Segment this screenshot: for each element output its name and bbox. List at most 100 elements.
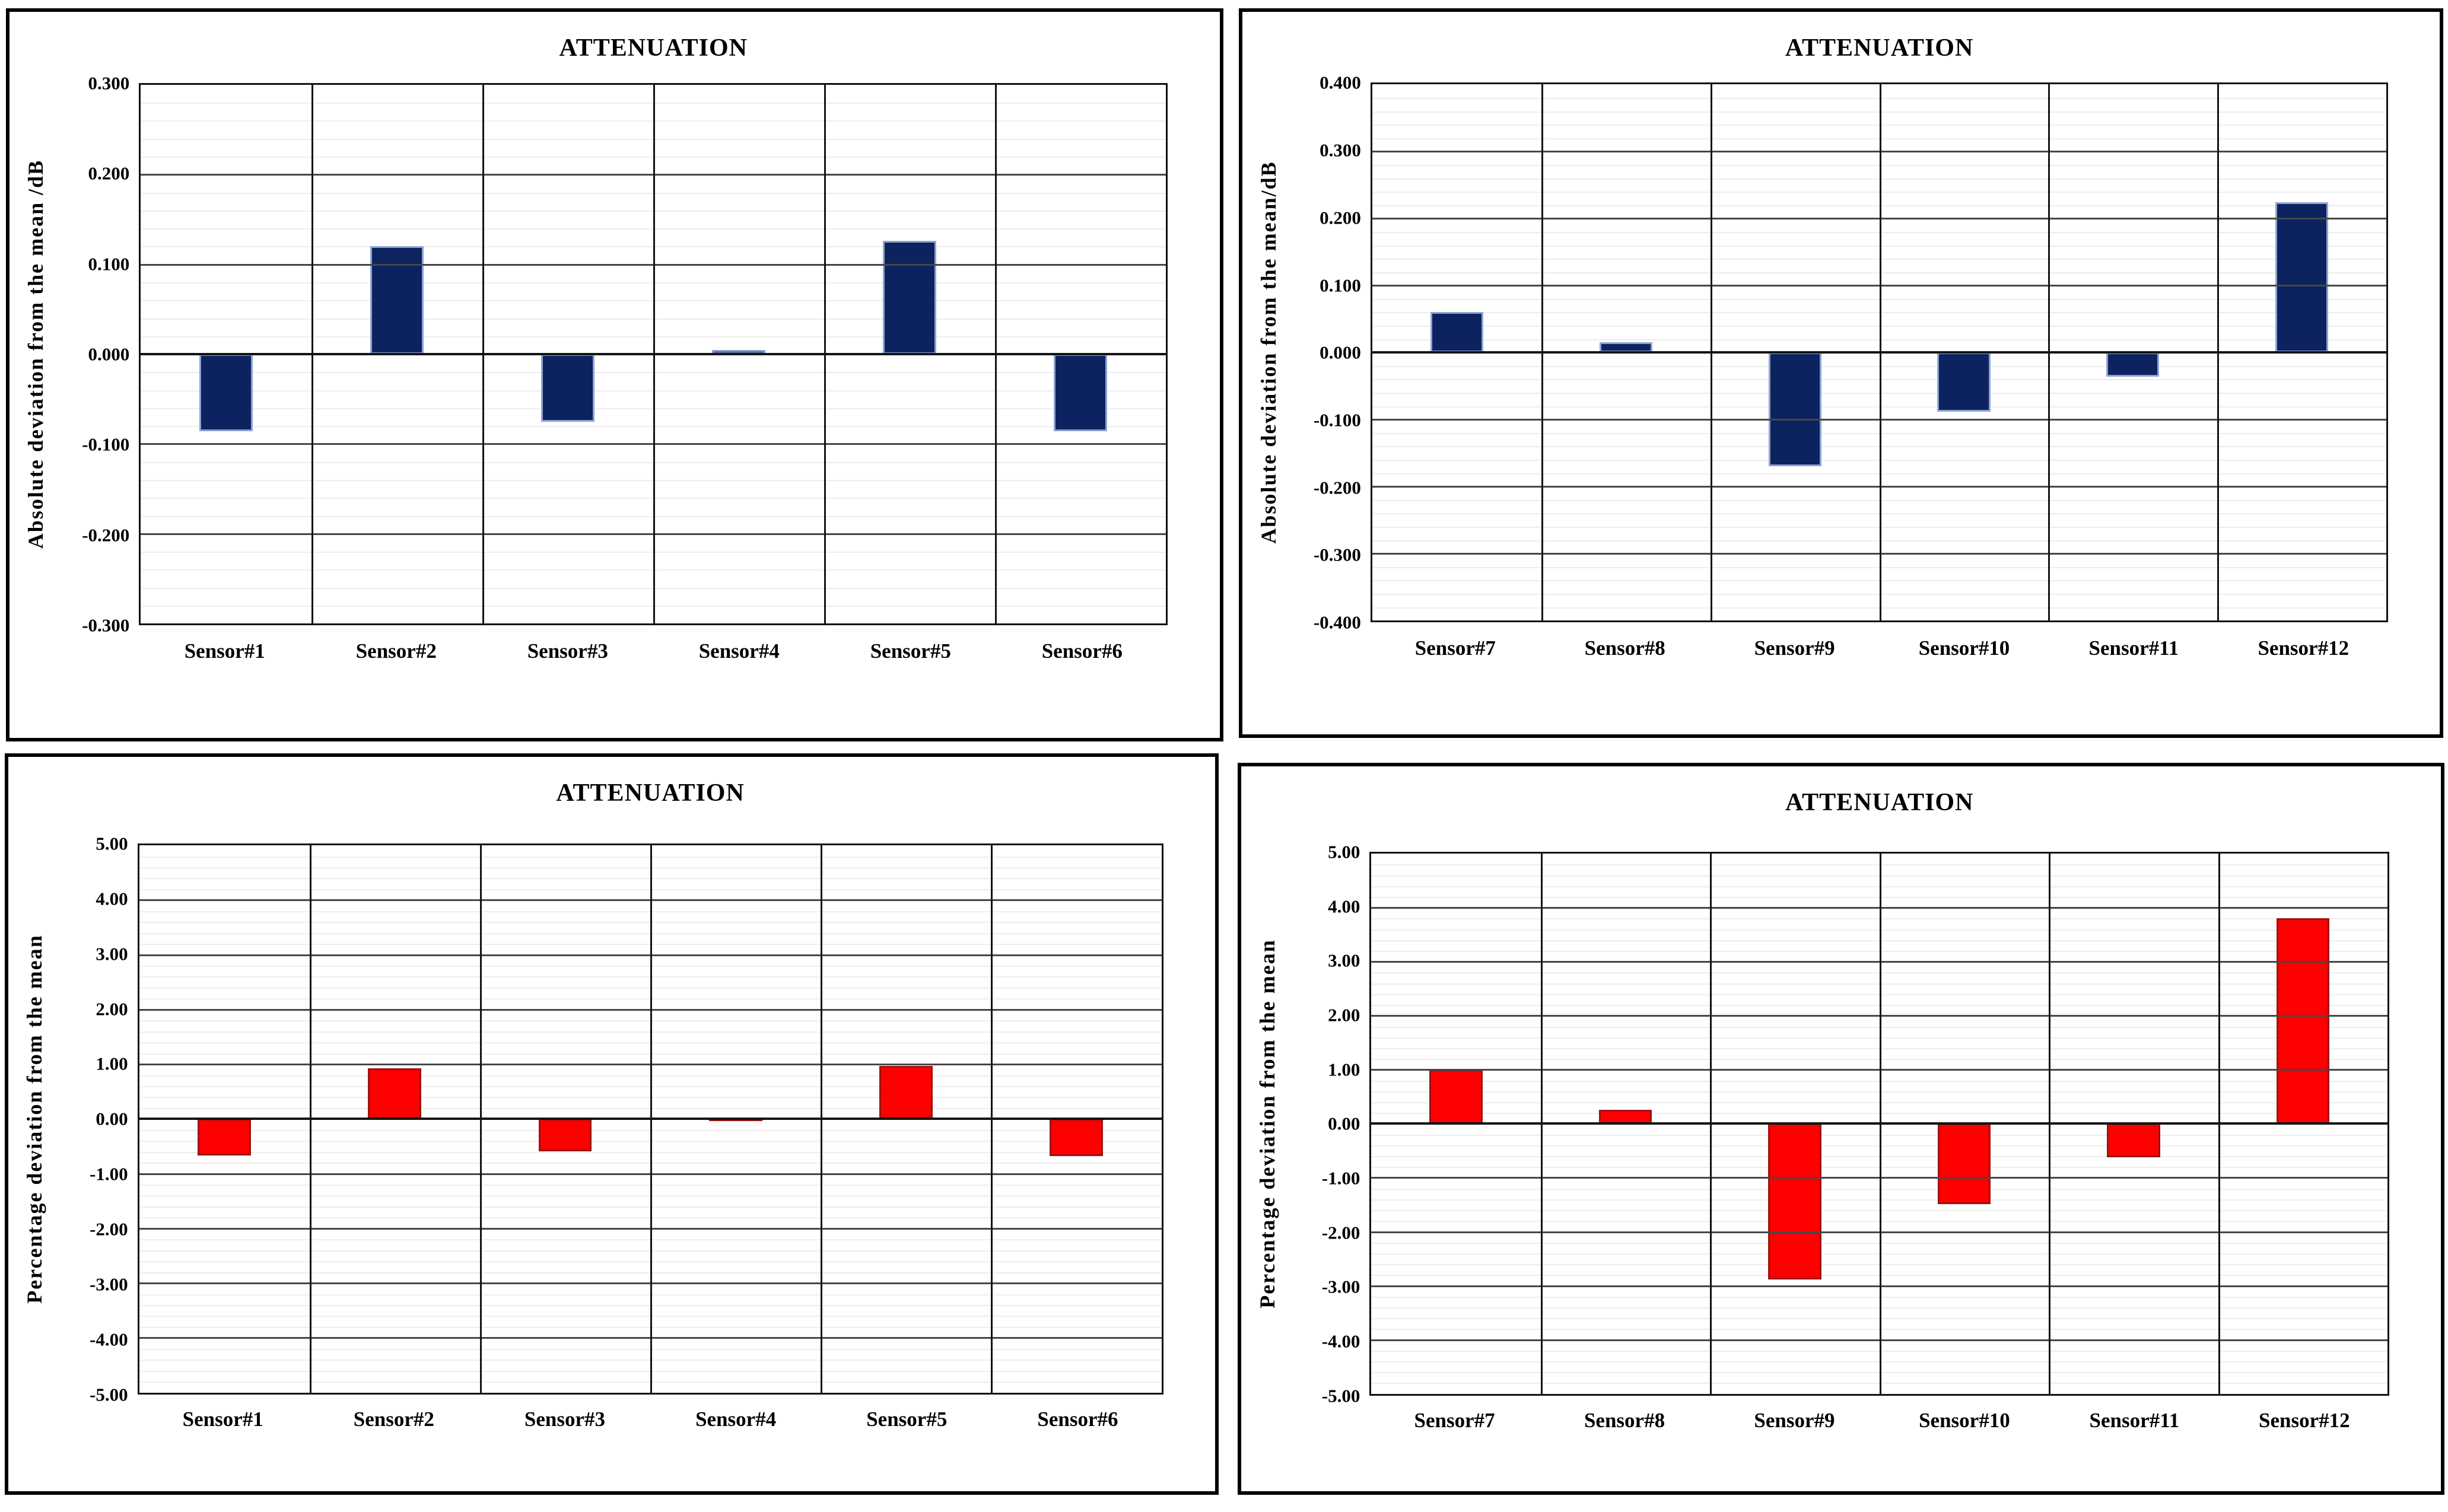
y-axis-tick-labels: 5.00 4.00 3.00 2.00 1.00 0.00 -1.00 -2.00 -3.00 -…	[1241, 843, 1369, 1405]
y-tick-label: -5.00	[1321, 1385, 1360, 1406]
x-axis-category-labels: Sensor#7 Sensor#8 Sensor#9 Sensor#10 Sensor#…	[1371, 638, 2388, 674]
y-tick-label: -4.00	[90, 1329, 128, 1350]
bar-sensor-11	[2106, 352, 2160, 377]
x-category-label: Sensor#3	[524, 1408, 606, 1431]
chart-title: ATTENUATION	[1785, 788, 1974, 816]
y-tick-label: -0.200	[82, 524, 130, 546]
x-category-label: Sensor#7	[1414, 636, 1496, 660]
x-category-label: Sensor#4	[695, 1408, 777, 1431]
bar-sensor-2	[370, 246, 424, 355]
y-tick-label: 1.00	[96, 1053, 128, 1074]
bar-sensor-7	[1429, 1069, 1483, 1124]
bar-sensor-10	[1937, 1123, 1991, 1205]
y-tick-label: 2.00	[96, 998, 128, 1020]
zero-axis-line	[141, 353, 1166, 356]
y-tick-label: -3.00	[1321, 1276, 1360, 1297]
x-category-label: Sensor#9	[1754, 636, 1835, 660]
x-category-label: Sensor#2	[353, 1408, 434, 1431]
chart-panel-absolute-deviation-sensors-7-12: ATTENUATION Absolute deviation from the …	[1239, 8, 2443, 738]
y-axis-tick-labels: 0.300 0.200 0.100 0.000 -0.100 -0.200 -0.300	[9, 74, 139, 634]
y-tick-label: -0.100	[1313, 409, 1361, 431]
y-tick-label: -0.400	[1313, 612, 1361, 633]
bar-sensor-3	[541, 354, 595, 422]
x-category-label: Sensor#6	[1041, 639, 1123, 663]
zero-axis-line	[139, 1118, 1162, 1121]
y-tick-label: -0.100	[82, 434, 130, 455]
x-category-label: Sensor#3	[527, 639, 608, 663]
y-tick-label: 0.00	[96, 1108, 128, 1129]
plot-area	[139, 82, 1168, 626]
y-axis-tick-labels: 5.00 4.00 3.00 2.00 1.00 0.00 -1.00 -2.00 -3.00 -…	[8, 835, 138, 1404]
y-tick-label: 4.00	[96, 888, 128, 909]
x-category-label: Sensor#6	[1037, 1408, 1118, 1431]
x-category-label: Sensor#5	[870, 639, 951, 663]
y-tick-label: 0.400	[1320, 72, 1361, 93]
bar-sensor-10	[1937, 352, 1991, 412]
y-tick-label: -1.00	[1321, 1167, 1360, 1189]
x-category-label: Sensor#8	[1584, 1409, 1665, 1433]
y-tick-label: 1.00	[1328, 1059, 1360, 1080]
x-category-label: Sensor#1	[184, 639, 265, 663]
x-category-label: Sensor#2	[355, 639, 437, 663]
bar-sensor-5	[879, 1065, 933, 1119]
y-tick-label: 5.00	[1328, 841, 1360, 862]
bar-sensor-9	[1768, 352, 1821, 467]
bar-sensor-3	[538, 1119, 592, 1151]
y-tick-label: -0.300	[1313, 544, 1361, 565]
plot-area	[1370, 82, 2389, 623]
y-tick-label: -5.00	[90, 1384, 128, 1405]
x-category-label: Sensor#8	[1584, 636, 1665, 660]
chart-title: ATTENUATION	[559, 34, 748, 62]
bar-sensor-6	[1050, 1119, 1103, 1157]
x-category-label: Sensor#1	[182, 1408, 263, 1431]
plot-area	[1369, 852, 2390, 1396]
chart-title: ATTENUATION	[556, 779, 745, 807]
bar-sensor-11	[2107, 1123, 2160, 1157]
x-category-label: Sensor#4	[698, 639, 780, 663]
y-tick-label: 4.00	[1328, 896, 1360, 917]
bar-sensor-2	[368, 1068, 422, 1119]
y-tick-label: -2.00	[90, 1218, 128, 1240]
bar-sensor-1	[199, 354, 253, 432]
y-tick-label: 0.300	[1320, 139, 1361, 161]
y-tick-label: 0.200	[1320, 207, 1361, 228]
chart-panel-percentage-deviation-sensors-7-12: ATTENUATION Percentage deviation from th…	[1238, 763, 2444, 1495]
x-category-label: Sensor#5	[866, 1408, 948, 1431]
y-tick-label: 3.00	[1328, 950, 1360, 971]
chart-panel-absolute-deviation-sensors-1-6: ATTENUATION Absolute deviation from the …	[6, 8, 1223, 741]
bar-sensor-7	[1430, 312, 1483, 353]
bar-sensor-12	[2276, 918, 2329, 1124]
x-axis-category-labels: Sensor#1 Sensor#2 Sensor#3 Sensor#4 Sensor#5…	[138, 1409, 1163, 1446]
y-tick-label: 5.00	[96, 833, 128, 854]
chart-title: ATTENUATION	[1785, 34, 1974, 62]
bar-sensor-8	[1598, 1109, 1652, 1124]
y-tick-label: 0.100	[1320, 275, 1361, 296]
x-category-label: Sensor#10	[1918, 636, 2010, 660]
y-axis-tick-labels: 0.400 0.300 0.200 0.100 0.000 -0.100 -0.200 -0.…	[1242, 74, 1371, 632]
x-category-label: Sensor#12	[2258, 1409, 2350, 1433]
y-tick-label: 0.100	[88, 253, 130, 275]
bar-sensor-12	[2275, 202, 2329, 353]
y-tick-label: -2.00	[1321, 1222, 1360, 1243]
y-tick-label: 0.000	[88, 343, 130, 365]
y-tick-label: -3.00	[90, 1274, 128, 1295]
x-category-label: Sensor#10	[1919, 1409, 2010, 1433]
x-category-label: Sensor#11	[2088, 636, 2179, 660]
x-axis-category-labels: Sensor#7 Sensor#8 Sensor#9 Sensor#10 Sensor#…	[1369, 1410, 2389, 1446]
y-tick-label: -0.200	[1313, 477, 1361, 498]
zero-axis-line	[1371, 1122, 2388, 1125]
bar-sensor-5	[883, 241, 937, 355]
x-category-label: Sensor#9	[1754, 1409, 1835, 1433]
y-tick-label: -1.00	[90, 1163, 128, 1185]
y-tick-label: 0.300	[88, 72, 130, 94]
y-tick-label: 0.200	[88, 163, 130, 184]
y-tick-label: 2.00	[1328, 1004, 1360, 1026]
plot-area	[137, 843, 1163, 1395]
x-category-label: Sensor#11	[2089, 1409, 2180, 1433]
bar-sensor-6	[1054, 354, 1108, 432]
y-tick-label: 0.00	[1328, 1113, 1360, 1134]
x-axis-category-labels: Sensor#1 Sensor#2 Sensor#3 Sensor#4 Sensor#5…	[139, 641, 1168, 677]
y-tick-label: 0.000	[1320, 342, 1361, 363]
zero-axis-line	[1372, 351, 2387, 354]
y-tick-label: -0.300	[82, 615, 130, 636]
